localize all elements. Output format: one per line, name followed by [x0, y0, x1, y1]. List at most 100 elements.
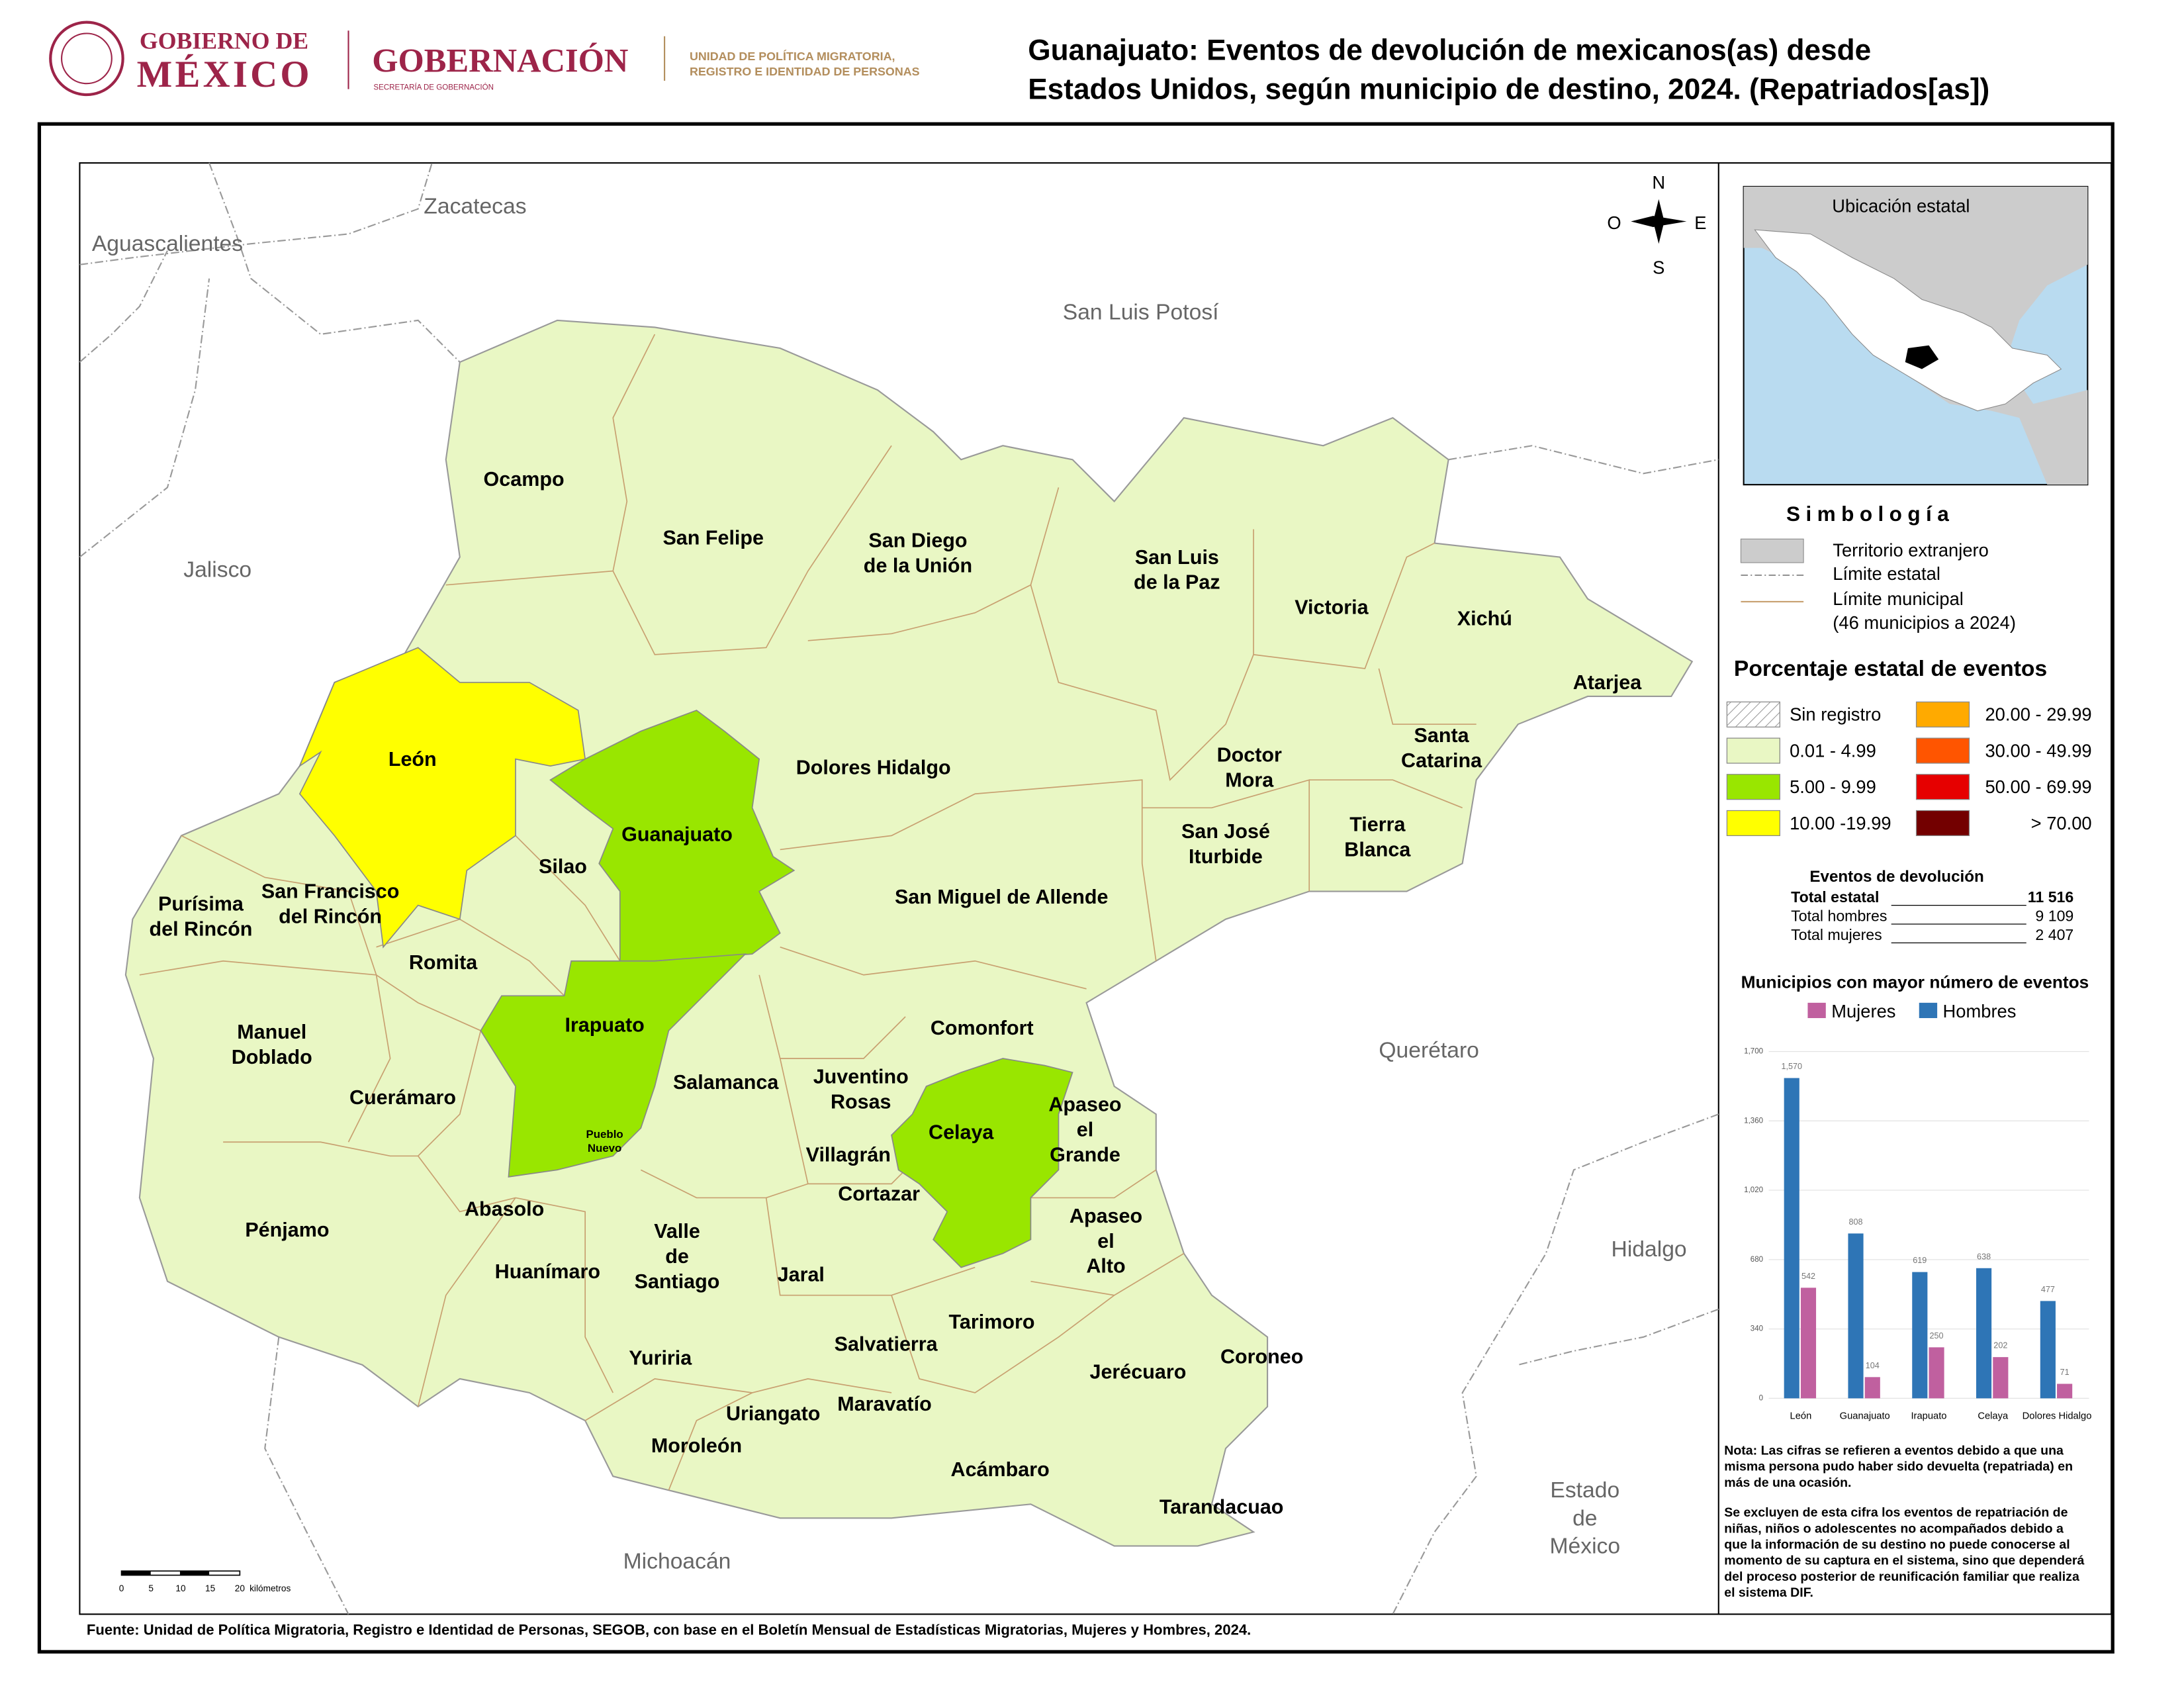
municipality-label: Alto [1086, 1255, 1125, 1278]
logo-line1: GOBIERNO DE [140, 27, 308, 54]
agency-sub: SECRETARÍA DE GOBERNACIÓN [373, 83, 494, 92]
legend-swatch [1740, 538, 1804, 563]
scale-label: 5 [148, 1583, 154, 1593]
municipality-label: Silao [539, 855, 587, 878]
state-label: San Luis Potosí [1063, 300, 1219, 324]
state-label: Hidalgo [1612, 1237, 1687, 1262]
unit: UNIDAD DE POLÍTICA MIGRATORIA, [690, 49, 895, 63]
scale-unit: kilómetros [250, 1583, 291, 1593]
municipality-label: Comonfort [931, 1017, 1034, 1039]
municipality-label: Doblado [232, 1046, 312, 1068]
municipality-label: Huanímaro [495, 1260, 600, 1283]
municipality-label: Catarina [1401, 749, 1482, 772]
municipality-label: Tierra [1349, 814, 1406, 836]
legend-item: Límite municipal [1833, 588, 1964, 609]
value-label: 808 [1848, 1217, 1862, 1227]
state-border [264, 1336, 349, 1615]
scale-bar [179, 1571, 210, 1575]
municipality-label: Yuriria [629, 1347, 692, 1370]
state-border [208, 162, 461, 363]
municipality-label: Purísima [158, 893, 244, 915]
source: Fuente: Unidad de Política Migratoria, R… [87, 1622, 1251, 1638]
municipality-label: Ocampo [484, 468, 565, 491]
legend-class-label: 50.00 - 69.99 [1985, 776, 2091, 797]
scale-label: 15 [205, 1583, 216, 1593]
value-label: 104 [1866, 1361, 1880, 1370]
legend-item: Límite estatal [1833, 563, 1940, 584]
legend-class-swatch [1727, 702, 1780, 727]
municipality-label: Apaseo [1048, 1094, 1121, 1116]
municipality-label: Atarjea [1573, 671, 1642, 694]
legend-class-swatch [1915, 774, 1970, 800]
scale-label: 20 [235, 1583, 246, 1593]
municipality-label: Pueblo [586, 1128, 623, 1141]
note: momento de su captura en el sistema, sin… [1724, 1554, 2084, 1568]
municipality-label: Abasolo [465, 1197, 544, 1220]
legend-class-label: 30.00 - 49.99 [1985, 740, 2091, 761]
irapuato-area [480, 953, 747, 1178]
legend-class-label: Sin registro [1790, 704, 1881, 725]
y-tick-label: 0 [1759, 1394, 1763, 1402]
municipality-label: Moroleón [651, 1434, 742, 1457]
municipality-label: Celaya [929, 1121, 994, 1144]
legend-title: Simbología [1786, 502, 1954, 526]
x-tick-label: Irapuato [1911, 1411, 1946, 1422]
municipality-label: el [1097, 1230, 1114, 1252]
legend-class-label: 0.01 - 4.99 [1790, 740, 1876, 761]
municipality-label: Rosas [831, 1090, 891, 1113]
chart-title: Municipios con mayor número de eventos [1741, 972, 2089, 992]
totals-value: 9 109 [2035, 908, 2073, 925]
bar [2057, 1383, 2073, 1399]
state-border [79, 162, 433, 265]
municipality-label: Cortazar [838, 1182, 920, 1205]
state-label: Estado [1550, 1478, 1619, 1503]
municipality-label: Maravatío [837, 1393, 931, 1415]
note: el sistema DIF. [1724, 1585, 1813, 1600]
municipality-label: Dolores Hidalgo [796, 756, 951, 778]
compass-label: S [1653, 257, 1664, 277]
totals-label: Total hombres [1791, 908, 1887, 925]
legend-class-label: 20.00 - 29.99 [1985, 704, 2091, 725]
title: Estados Unidos, según municipio de desti… [1028, 73, 1989, 105]
compass-label: O [1607, 212, 1621, 233]
municipal-borders [139, 334, 1477, 1491]
municipality-label: Grande [1050, 1143, 1120, 1166]
totals-label: Total mujeres [1791, 926, 1882, 943]
municipality-label: San Miguel de Allende [895, 886, 1109, 908]
y-tick-label: 1,700 [1744, 1048, 1763, 1056]
legend-class-label: > 70.00 [2031, 813, 2092, 833]
state-label: Aguascalientes [92, 232, 243, 256]
legend-class-label: 5.00 - 9.99 [1790, 776, 1876, 797]
title: Guanajuato: Eventos de devolución de mex… [1028, 34, 1871, 66]
municipality-label: Santiago [635, 1270, 720, 1293]
note: más de una ocasión. [1724, 1476, 1851, 1490]
value-label: 638 [1977, 1252, 1991, 1261]
value-label: 1,570 [1781, 1062, 1802, 1071]
guanajuato-area [549, 710, 796, 962]
municipality-label: San Felipe [662, 526, 764, 549]
legend-class-swatch [1915, 810, 1970, 837]
legend-class-swatch [1726, 774, 1780, 800]
municipality-label: Cuerámaro [349, 1086, 456, 1109]
compass-label: N [1652, 172, 1665, 193]
bar [1912, 1272, 1928, 1399]
municipality-label: Blanca [1344, 839, 1411, 861]
inset-map [1743, 185, 2089, 486]
municipality-label: de [665, 1245, 689, 1268]
map [79, 162, 1719, 1615]
note: niñas, niños o adolescentes no acompañad… [1724, 1521, 2064, 1536]
municipality-label: el [1077, 1118, 1093, 1141]
legend-class-swatch [1726, 737, 1780, 764]
municipality-label: Santa [1414, 724, 1470, 747]
municipality-label: San Francisco [261, 880, 399, 903]
municipality-label: Tarandacuao [1160, 1496, 1284, 1519]
note: misma persona pudo haber sido devuelta (… [1724, 1460, 2073, 1474]
x-tick-label: Celaya [1978, 1411, 2009, 1422]
bar [1800, 1288, 1817, 1399]
municipality-label: Romita [409, 951, 478, 974]
municipality-label: Manuel [237, 1021, 306, 1043]
legend-swatch [1919, 1002, 1938, 1018]
municipality-label: León [388, 748, 437, 771]
municipality-label: Mora [1225, 769, 1274, 791]
unit: REGISTRO E IDENTIDAD DE PERSONAS [690, 65, 920, 78]
